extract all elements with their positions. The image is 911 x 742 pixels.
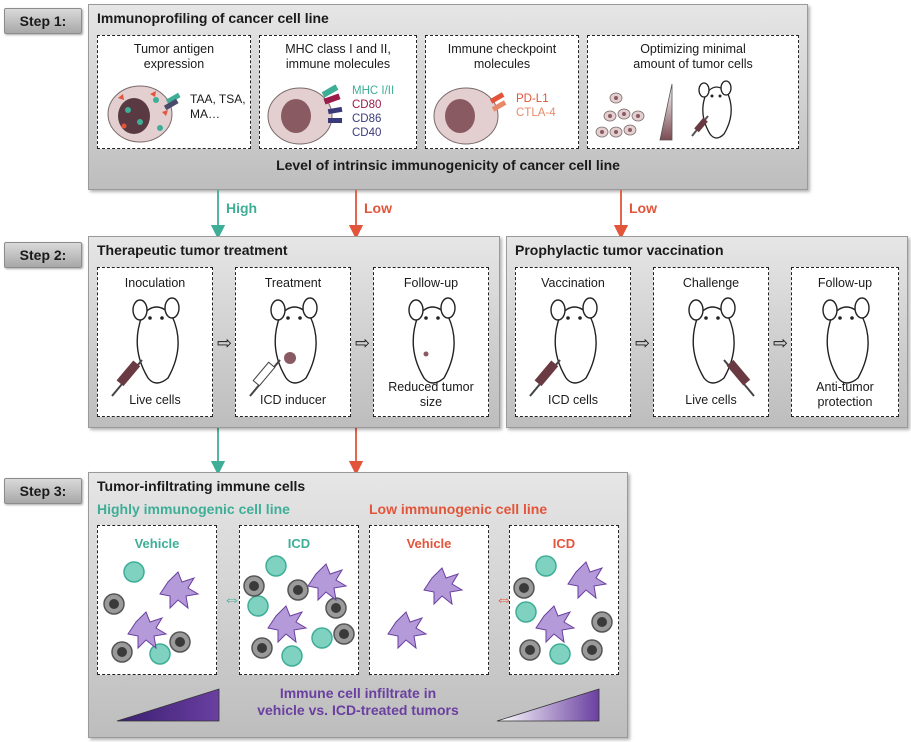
mouse-challenge-icon	[688, 297, 755, 397]
high-vehicle-title: Vehicle	[134, 536, 180, 551]
mhc-cell-icon	[267, 84, 343, 145]
checkpoint-box: Immune checkpoint molecules PD-L1 CTLA-4	[425, 35, 579, 149]
marker-pdl1: PD-L1	[516, 93, 549, 105]
low-vehicle-title: Vehicle	[406, 536, 452, 551]
triangle-low	[496, 688, 600, 722]
mouse-syringe-icon	[111, 297, 180, 397]
tumor-amount-box: Optimizing minimal amount of tumor cells	[587, 35, 799, 149]
therapeutic-title: Therapeutic tumor treatment	[97, 242, 288, 258]
gradient-triangles	[116, 688, 600, 722]
arrow-low-label: Low	[364, 200, 392, 216]
mhc-box-title: MHC class I and II, immune molecules	[285, 42, 391, 71]
tumor-amount-title: Optimizing minimal amount of tumor cells	[633, 42, 753, 71]
inoculation-box: Inoculation Live cells	[97, 267, 213, 417]
immune-cells-dense-icon	[243, 555, 355, 667]
arrow-right-icon: ⇨	[217, 333, 233, 353]
therapeutic-panel: Therapeutic tumor treatment Inoculation …	[88, 236, 500, 428]
protection-foot: Anti-tumor protection	[816, 380, 874, 409]
step3-label: Step 3:	[4, 478, 82, 504]
mouse-treatment-icon	[249, 297, 318, 397]
challenge-foot: Live cells	[685, 393, 737, 407]
low-icd-box: ICD	[509, 525, 619, 675]
challenge-title: Challenge	[682, 276, 740, 290]
followup-box: Follow-up Reduced tumor size	[373, 267, 489, 417]
challenge-box: Challenge Live cells	[653, 267, 769, 417]
step1-footer: Level of intrinsic immunogenicity of can…	[276, 157, 620, 173]
checkpoint-box-title: Immune checkpoint molecules	[447, 42, 557, 71]
inoculation-title: Inoculation	[124, 276, 186, 290]
checkpoint-cell-icon	[433, 87, 507, 145]
step2-label: Step 2:	[4, 242, 82, 268]
antigen-text: TAA, TSA, MA…	[190, 92, 246, 121]
prophylactic-panel: Prophylactic tumor vaccination Vaccinati…	[506, 236, 908, 428]
marker-cd40: CD40	[352, 127, 382, 139]
treatment-foot: ICD inducer	[260, 393, 326, 407]
double-arrow-icon: ⇔	[495, 589, 513, 609]
vaccination-title: Vaccination	[541, 276, 605, 290]
step1-title: Immunoprofiling of cancer cell line	[97, 10, 329, 26]
treatment-title: Treatment	[264, 276, 322, 290]
marker-ctla4: CTLA-4	[516, 107, 556, 119]
antigen-box: Tumor antigen expression TAA, TSA, MA…	[97, 35, 251, 149]
vaccination-foot: ICD cells	[547, 393, 598, 407]
marker-cd80: CD80	[352, 99, 382, 111]
protection-box: Follow-up Anti-tumor protection	[791, 267, 899, 417]
low-line-label: Low immunogenic cell line	[369, 501, 548, 517]
arrow-right-icon: ⇨	[355, 333, 371, 353]
arrow-right-icon: ⇨	[773, 333, 789, 353]
step3-panel: Tumor-infiltrating immune cells Highly i…	[88, 472, 628, 738]
followup-foot: Reduced tumor size	[388, 380, 474, 409]
step3-title: Tumor-infiltrating immune cells	[97, 478, 306, 494]
protection-title: Follow-up	[817, 276, 873, 290]
marker-mhc: MHC I/II	[352, 85, 395, 97]
mouse-followup-icon	[408, 297, 456, 384]
immune-cells-dense-icon	[513, 555, 613, 665]
antigen-box-title: Tumor antigen expression	[133, 42, 215, 71]
mouse-protection-icon	[822, 297, 870, 384]
dendritic-cells-icon	[387, 567, 464, 650]
immune-cells-sparse-icon	[103, 561, 200, 665]
inoculation-foot: Live cells	[129, 393, 181, 407]
vaccination-box: Vaccination ICD cells	[515, 267, 631, 417]
high-vehicle-box: Vehicle	[97, 525, 217, 675]
treatment-box: Treatment ICD inducer	[235, 267, 351, 417]
high-icd-title: ICD	[287, 536, 311, 551]
step3-footer: Immune cell infiltrate in vehicle vs. IC…	[257, 685, 459, 718]
antigen-cell-icon	[107, 85, 181, 143]
low-icd-title: ICD	[552, 536, 576, 551]
triangle-high	[116, 688, 220, 722]
mouse-vaccination-icon	[529, 297, 598, 397]
step1-panel: Immunoprofiling of cancer cell line Tumo…	[88, 4, 808, 190]
mhc-box: MHC class I and II, immune molecules MHC…	[259, 35, 417, 149]
tumor-amount-icon	[595, 80, 732, 141]
step1-label: Step 1:	[4, 8, 82, 34]
arrow-low2-label: Low	[629, 200, 657, 216]
high-line-label: Highly immunogenic cell line	[97, 501, 290, 517]
arrow-right-icon: ⇨	[635, 333, 651, 353]
low-vehicle-box: Vehicle	[369, 525, 489, 675]
high-icd-box: ICD	[239, 525, 359, 675]
double-arrow-icon: ⇔	[223, 589, 241, 609]
followup-title: Follow-up	[403, 276, 459, 290]
arrow-high-label: High	[226, 200, 258, 216]
prophylactic-title: Prophylactic tumor vaccination	[515, 242, 724, 258]
marker-cd86: CD86	[352, 113, 382, 125]
